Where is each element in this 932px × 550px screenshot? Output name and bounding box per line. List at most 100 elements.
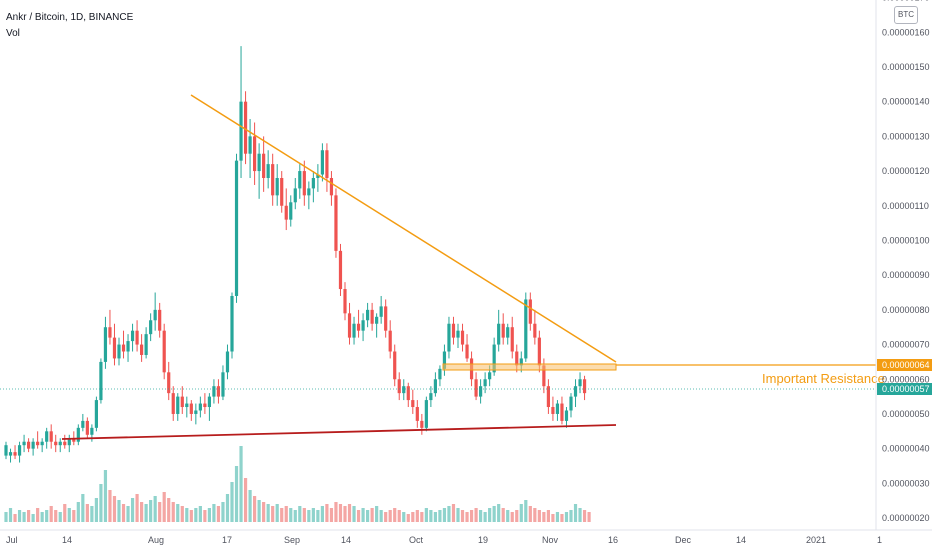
volume-bar [140, 502, 144, 522]
resistance-annotation[interactable]: Important Resistance [762, 371, 885, 386]
candle-body [497, 323, 501, 345]
candle [180, 386, 184, 414]
candle-body [316, 174, 320, 178]
candle [22, 434, 26, 453]
volume-bar [63, 504, 67, 522]
chart-legend: Ankr / Bitcoin, 1D, BINANCE Vol [6, 10, 133, 42]
candle [49, 424, 53, 449]
candle-body [248, 136, 252, 154]
candle-body [189, 403, 193, 414]
volume-bar [45, 510, 49, 522]
candle-body [334, 195, 338, 251]
volume-bar [573, 504, 578, 522]
candle [343, 282, 347, 321]
candle-body [411, 400, 415, 408]
y-tick-label: 0.00000150 [882, 62, 930, 72]
volume-bar [501, 508, 505, 522]
candle [506, 323, 510, 345]
volume-bar [40, 512, 44, 522]
candle-body [31, 441, 35, 449]
candle [58, 438, 62, 453]
y-tick-label: 0.00000110 [882, 201, 929, 211]
price-tag: 0.00000057 [877, 383, 932, 395]
candle [320, 143, 324, 182]
candle-body [243, 101, 248, 154]
volume-bar [506, 510, 510, 522]
candle [551, 396, 555, 421]
volume-bar [126, 506, 130, 522]
support-trendline[interactable] [61, 424, 617, 440]
candle-body [130, 330, 135, 342]
volume-bar [22, 512, 26, 522]
volume-bar [36, 508, 40, 522]
volume-bar [31, 514, 35, 522]
descending-trendline[interactable] [190, 94, 617, 363]
candle-body [198, 403, 202, 411]
volume-bar [4, 512, 8, 522]
candle-body [176, 396, 180, 414]
candle-body [542, 365, 546, 387]
candle [31, 438, 35, 456]
candle [76, 424, 80, 446]
volume-bar [203, 510, 207, 522]
candle [429, 386, 433, 408]
volume-bar [194, 508, 198, 522]
candle-body [506, 327, 510, 338]
candle [275, 164, 279, 206]
x-tick-label: 1 [877, 535, 882, 545]
candle [302, 160, 306, 206]
volume-bar [420, 512, 424, 522]
volume-bar [284, 506, 288, 522]
resistance-zone[interactable] [442, 363, 617, 371]
candle-body [239, 101, 243, 161]
candle-body [366, 309, 370, 321]
volume-bar [216, 506, 221, 522]
candle-body [569, 396, 573, 411]
candle-body [194, 410, 198, 414]
volume-bar [176, 504, 180, 522]
y-tick-label: 0.00000020 [882, 513, 930, 523]
candle [117, 337, 121, 366]
x-tick-label: Dec [675, 535, 692, 545]
candle [167, 361, 171, 401]
candle [216, 379, 221, 404]
x-tick-label: Jul [6, 535, 18, 545]
volume-bar [262, 502, 266, 522]
price-tag-box [877, 383, 932, 395]
candle [257, 143, 261, 199]
candle [8, 448, 13, 463]
y-tick-label: 0.00000030 [882, 478, 930, 488]
candle [497, 309, 501, 352]
volume-indicator-label[interactable]: Vol [6, 28, 20, 39]
candle [13, 445, 17, 460]
volume-bar [483, 512, 487, 522]
volume-bar [415, 510, 419, 522]
volume-bar [578, 508, 582, 522]
candle-body [447, 323, 451, 352]
candle-body [27, 441, 31, 449]
candle [510, 316, 514, 359]
candle-body [302, 171, 306, 196]
volume-bar [546, 510, 550, 522]
volume-bar [347, 504, 352, 522]
volume-bar [248, 490, 252, 522]
symbol-title[interactable]: Ankr / Bitcoin, 1D, BINANCE [6, 12, 134, 23]
candle-body [40, 441, 44, 446]
currency-badge[interactable]: BTC [894, 6, 918, 24]
volume-bar [81, 494, 85, 522]
candle-body [456, 330, 460, 338]
candle-body [474, 379, 478, 397]
candle-body [460, 330, 465, 345]
candle-body [257, 153, 261, 172]
candle-body [375, 316, 379, 324]
candle [361, 313, 365, 342]
volume-bar [293, 510, 297, 522]
volume-bar [411, 512, 415, 522]
y-tick-label: 0.00000120 [882, 166, 930, 176]
x-tick-label: Sep [284, 535, 300, 545]
candle-body [560, 403, 564, 421]
y-tick-label: 0.00000100 [882, 235, 930, 245]
volume-bar [343, 506, 347, 522]
candle-body [393, 351, 397, 380]
